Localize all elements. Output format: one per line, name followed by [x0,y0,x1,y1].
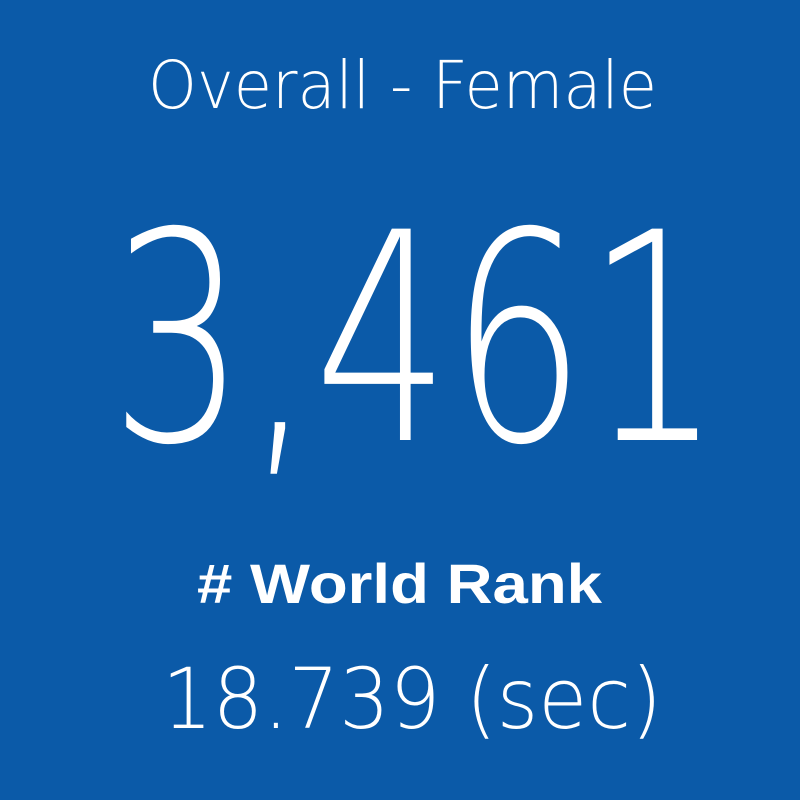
tile-title: Overall - Female [148,47,657,124]
tile-label: # World Rank [197,552,603,615]
tile-subvalue: 18.739 (sec) [162,650,662,748]
tile-value: 3,461 [110,172,722,509]
